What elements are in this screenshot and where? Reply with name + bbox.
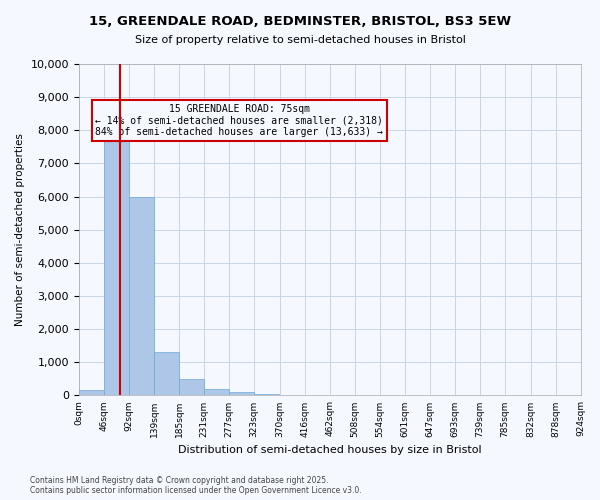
Bar (204, 389, 229, 396)
Y-axis label: Number of semi-detached properties: Number of semi-detached properties (15, 134, 25, 326)
Bar (229, 392, 254, 396)
Bar (129, 196, 154, 396)
Bar (154, 352, 179, 396)
Text: 15, GREENDALE ROAD, BEDMINSTER, BRISTOL, BS3 5EW: 15, GREENDALE ROAD, BEDMINSTER, BRISTOL,… (89, 15, 511, 28)
X-axis label: Distribution of semi-detached houses by size in Bristol: Distribution of semi-detached houses by … (178, 445, 481, 455)
Text: Contains HM Land Registry data © Crown copyright and database right 2025.
Contai: Contains HM Land Registry data © Crown c… (30, 476, 362, 495)
Bar (254, 394, 279, 396)
Bar (179, 379, 204, 396)
Bar (104, 134, 129, 396)
Bar (79, 390, 104, 396)
Text: Size of property relative to semi-detached houses in Bristol: Size of property relative to semi-detach… (134, 35, 466, 45)
Text: 15 GREENDALE ROAD: 75sqm
← 14% of semi-detached houses are smaller (2,318)
84% o: 15 GREENDALE ROAD: 75sqm ← 14% of semi-d… (95, 104, 383, 137)
